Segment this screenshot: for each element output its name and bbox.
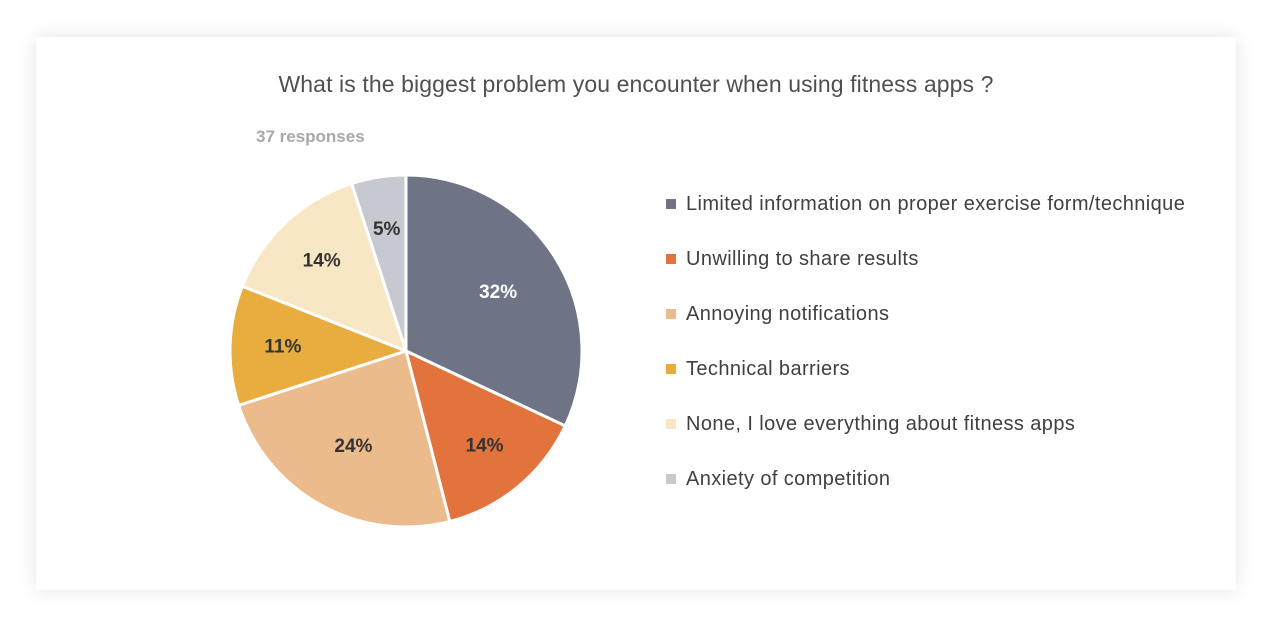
pie-slice-label: 14% [466,435,504,456]
pie-slice [350,173,408,353]
legend-swatch [666,364,676,374]
legend-label: Anxiety of competition [686,468,891,490]
chart-title: What is the biggest problem you encounte… [278,71,994,97]
legend-swatch [666,419,676,429]
pie-slice-label: 32% [479,282,517,303]
legend-label: Limited information on proper exercise f… [686,193,1186,215]
response-count: 37 responses [256,127,365,146]
legend-swatch [666,309,676,319]
legend-label: None, I love everything about fitness ap… [686,413,1076,435]
pie-slice [404,173,584,428]
pie-slice-label: 24% [334,436,372,457]
legend-item: Technical barriers [666,354,1186,409]
pie-slice [228,284,408,407]
legend: Limited information on proper exercise f… [666,189,1186,519]
legend-swatch [666,254,676,264]
legend-item: Limited information on proper exercise f… [666,189,1186,244]
pie-chart: 32% 14% 24% 11% 14% 5% [228,173,584,529]
legend-label: Annoying notifications [686,303,890,325]
chart-card: What is the biggest problem you encounte… [36,37,1236,590]
legend-item: Anxiety of competition [666,464,1186,519]
legend-label: Unwilling to share results [686,248,919,270]
legend-label: Technical barriers [686,358,850,380]
legend-swatch [666,199,676,209]
pie-slice-label: 11% [264,337,301,358]
pie-slice [237,349,452,529]
pie-slice-label: 14% [303,251,341,272]
pie-slice-label: 5% [373,219,401,240]
pie-slice [404,349,567,523]
legend-item: Annoying notifications [666,299,1186,354]
legend-item: Unwilling to share results [666,244,1186,299]
legend-item: None, I love everything about fitness ap… [666,409,1186,464]
legend-swatch [666,474,676,484]
